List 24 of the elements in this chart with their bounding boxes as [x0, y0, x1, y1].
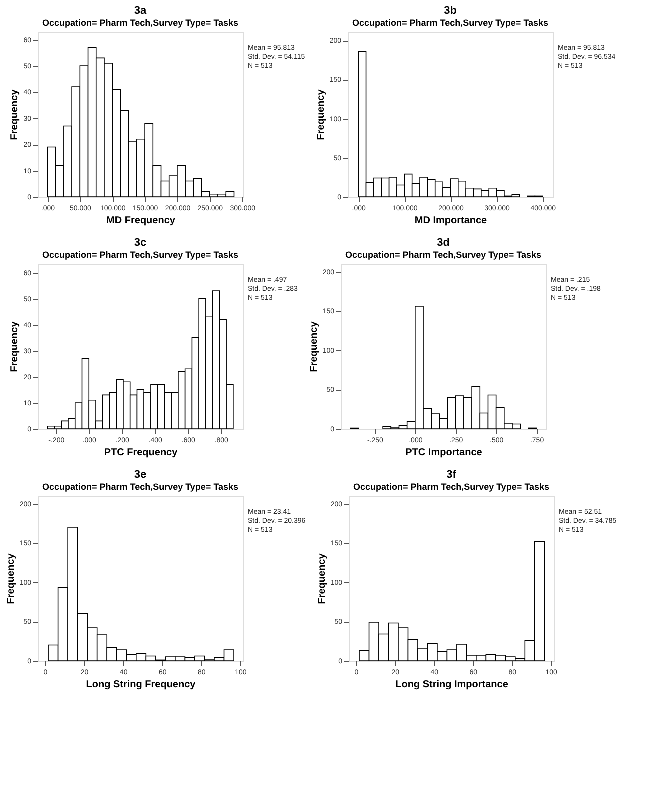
x-axis-title: Long String Importance — [396, 680, 509, 690]
x-axis-title: Long String Frequency — [86, 680, 196, 690]
chart-title: 3a — [134, 5, 148, 17]
x-axis-title: MD Importance — [414, 216, 488, 226]
chart-subtitle: Occupation= Pharm Tech,Survey Type= Tasks — [42, 250, 239, 260]
x-axis-title: PTC Frequency — [104, 448, 178, 458]
y-axis-title: Frequency — [316, 553, 328, 604]
chart-subtitle: Occupation= Pharm Tech,Survey Type= Tasks — [353, 482, 550, 492]
chart-subtitle: Occupation= Pharm Tech,Survey Type= Tasks — [42, 482, 239, 492]
chart-title: 3b — [444, 5, 458, 17]
x-axis-title: PTC Importance — [406, 448, 483, 458]
y-axis-title: Frequency — [6, 553, 17, 604]
chart-subtitle: Occupation= Pharm Tech,Survey Type= Tasks — [352, 18, 549, 28]
chart-title: 3f — [446, 469, 457, 481]
y-axis-title: Frequency — [10, 89, 21, 140]
chart-title: 3d — [437, 237, 450, 249]
chart-subtitle: Occupation= Pharm Tech,Survey Type= Tasks — [42, 18, 239, 28]
chart-title: 3c — [134, 237, 147, 249]
y-axis-title: Frequency — [308, 321, 320, 372]
x-axis-title: MD Frequency — [106, 216, 176, 226]
y-axis-title: Frequency — [316, 89, 327, 140]
chart-title: 3e — [134, 469, 147, 481]
y-axis-title: Frequency — [10, 321, 21, 372]
chart-subtitle: Occupation= Pharm Tech,Survey Type= Tasks — [345, 250, 542, 260]
